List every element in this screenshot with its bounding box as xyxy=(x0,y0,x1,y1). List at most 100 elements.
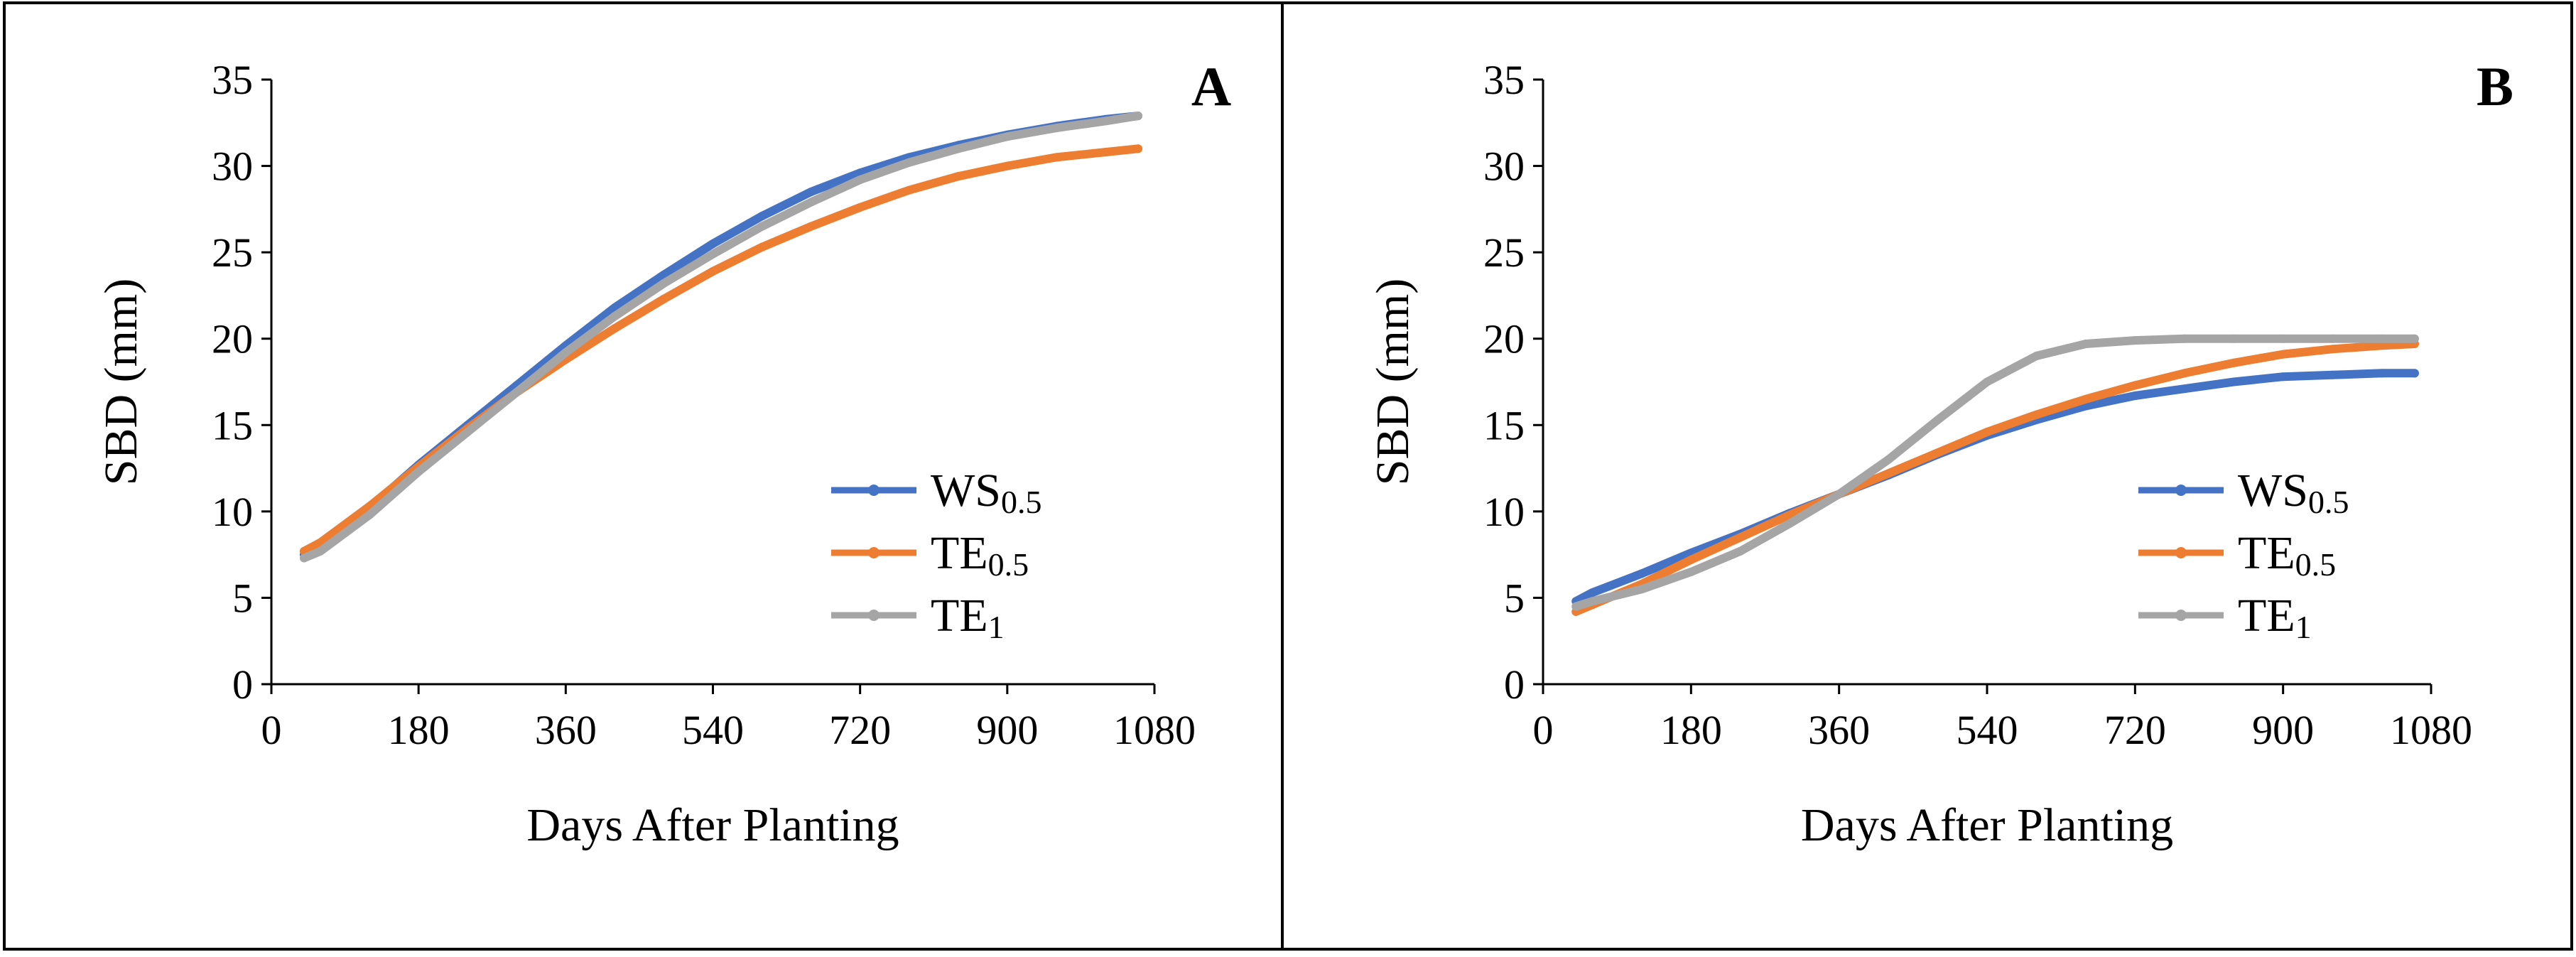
y-tick-label: 5 xyxy=(232,575,253,621)
x-tick-label: 900 xyxy=(976,707,1038,753)
data-point-te05 xyxy=(1002,161,1012,171)
data-point-te1 xyxy=(1051,124,1061,133)
data-point-te1 xyxy=(512,388,521,397)
data-point-te05 xyxy=(1785,510,1795,519)
legend-marker xyxy=(868,485,880,496)
data-point-te05 xyxy=(1884,469,1893,478)
data-point-te1 xyxy=(1687,567,1696,576)
data-point-te1 xyxy=(1884,455,1893,464)
data-point-te05 xyxy=(953,172,963,181)
data-point-ws05 xyxy=(757,212,767,221)
data-point-te1 xyxy=(1983,377,1991,386)
data-point-te1 xyxy=(806,198,816,207)
data-point-te05 xyxy=(1051,153,1061,162)
legend-marker xyxy=(868,610,880,621)
x-tick-label: 720 xyxy=(829,707,891,753)
legend-label: WS0.5 xyxy=(2238,465,2349,520)
y-tick-label: 10 xyxy=(1483,489,1525,535)
x-tick-label: 360 xyxy=(1808,707,1870,753)
x-tick-label: 0 xyxy=(261,707,282,753)
legend-marker xyxy=(868,547,880,558)
y-tick-label: 35 xyxy=(212,57,253,103)
panel-b-frame xyxy=(1281,1,2573,951)
data-point-te05 xyxy=(659,294,669,303)
panel-letter: A xyxy=(1191,55,1231,117)
x-tick-label: 360 xyxy=(535,707,597,753)
data-point-te1 xyxy=(2032,352,2041,361)
data-point-ws05 xyxy=(659,270,669,279)
legend-label-subscript: 0.5 xyxy=(2295,546,2337,583)
data-point-te1 xyxy=(1736,546,1745,556)
data-point-te1 xyxy=(757,222,767,231)
x-tick-label: 1080 xyxy=(1113,707,1196,753)
data-point-te1 xyxy=(659,279,669,288)
data-point-te05 xyxy=(2131,381,2140,390)
data-point-ws05 xyxy=(2377,369,2386,378)
data-point-te1 xyxy=(2328,334,2337,343)
data-point-te05 xyxy=(1933,448,1942,458)
y-tick-label: 0 xyxy=(232,661,253,708)
data-point-te1 xyxy=(1100,117,1110,126)
y-tick-label: 15 xyxy=(1483,402,1525,448)
y-tick-label: 10 xyxy=(212,489,253,535)
legend-label-base: TE xyxy=(931,527,988,579)
data-point-te1 xyxy=(904,158,914,167)
data-point-te1 xyxy=(1785,519,1795,528)
panel-letter: B xyxy=(2477,55,2513,117)
legend-label-subscript: 0.5 xyxy=(2308,484,2349,520)
data-point-te05 xyxy=(757,242,767,252)
data-point-te1 xyxy=(2131,336,2140,345)
data-point-ws05 xyxy=(2410,369,2419,378)
y-tick-label: 30 xyxy=(212,144,253,190)
legend-label: TE0.5 xyxy=(931,527,1029,583)
x-tick-label: 0 xyxy=(1533,707,1554,753)
legend-label-base: TE xyxy=(2238,527,2295,579)
data-point-te1 xyxy=(316,546,325,556)
data-point-te1 xyxy=(953,144,963,153)
legend-label: TE1 xyxy=(931,590,1005,645)
data-point-ws05 xyxy=(2131,391,2140,400)
legend-label-base: TE xyxy=(931,590,988,642)
data-point-te05 xyxy=(806,222,816,231)
data-point-te05 xyxy=(1100,148,1110,157)
data-point-te1 xyxy=(1133,112,1142,121)
data-point-te1 xyxy=(610,312,619,321)
data-point-ws05 xyxy=(2229,377,2239,386)
y-tick-label: 25 xyxy=(1483,229,1525,276)
legend-label-subscript: 1 xyxy=(988,609,1005,645)
data-point-te05 xyxy=(610,324,619,333)
x-tick-label: 180 xyxy=(388,707,450,753)
x-tick-label: 180 xyxy=(1660,707,1722,753)
data-point-ws05 xyxy=(708,239,718,248)
data-point-ws05 xyxy=(2328,370,2337,379)
data-point-te1 xyxy=(414,467,423,476)
chart-panel-a: 0 5 10 15 20 25 30 35 0 180 360 540 720 900 1080 Days A… xyxy=(95,55,1231,851)
data-point-ws05 xyxy=(2278,372,2288,382)
x-tick-label: 540 xyxy=(682,707,744,753)
data-point-te1 xyxy=(2180,334,2189,343)
legend-label-base: TE xyxy=(2238,590,2295,642)
y-tick-label: 35 xyxy=(1483,57,1525,103)
legend-label-base: WS xyxy=(931,465,1001,517)
legend-label-subscript: 0.5 xyxy=(988,546,1029,583)
data-point-te1 xyxy=(2081,340,2090,349)
data-point-te05 xyxy=(2278,350,2288,359)
data-point-te05 xyxy=(1983,428,1991,437)
data-point-te1 xyxy=(365,510,374,519)
y-tick-label: 5 xyxy=(1504,575,1525,621)
data-point-te1 xyxy=(300,553,309,563)
data-point-te05 xyxy=(2229,358,2239,367)
legend-label-base: WS xyxy=(2238,465,2308,517)
data-point-ws05 xyxy=(2180,384,2189,394)
legend-marker xyxy=(2175,547,2187,558)
data-point-te1 xyxy=(561,348,570,357)
legend-label: WS0.5 xyxy=(931,465,1042,520)
data-point-te1 xyxy=(1637,585,1646,594)
y-tick-label: 25 xyxy=(212,229,253,276)
data-point-te05 xyxy=(2032,410,2041,419)
legend-marker xyxy=(2175,610,2187,621)
legend-label-subscript: 1 xyxy=(2295,609,2312,645)
data-point-te1 xyxy=(463,428,472,437)
